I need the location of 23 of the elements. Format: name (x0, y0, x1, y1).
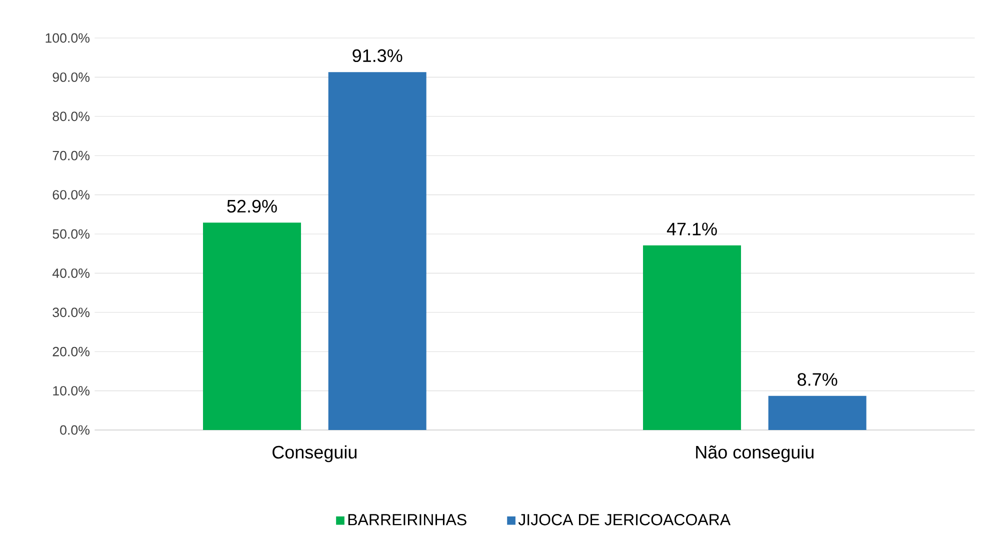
y-tick-label: 0.0% (60, 425, 90, 435)
y-tick-label: 30.0% (52, 308, 90, 318)
y-tick-label: 10.0% (53, 386, 90, 396)
bar (768, 396, 866, 430)
y-tick-label: 40.0% (52, 268, 90, 278)
bar (203, 222, 302, 430)
x-tick-label: Conseguiu (272, 445, 356, 462)
y-tick-label: 50.0% (52, 229, 90, 239)
data-label: 52.9% (227, 200, 277, 213)
y-tick-label: 80.0% (52, 112, 90, 122)
x-tick-label: Não conseguiu (696, 445, 814, 462)
data-label: 47.1% (666, 222, 717, 236)
bar (643, 245, 742, 430)
y-tick-label: 20.0% (52, 346, 90, 356)
y-tick-label: 100.0% (46, 33, 90, 43)
bar (328, 72, 426, 430)
legend-label: JIJOCA DE JERICOACOARA (518, 514, 731, 526)
y-tick-label: 90.0% (52, 72, 90, 82)
data-label: 91.3% (352, 49, 402, 62)
legend-label: BARREIRINHAS (348, 514, 466, 526)
data-label: 8.7% (798, 373, 838, 386)
y-tick-label: 60.0% (52, 190, 90, 200)
y-tick-label: 70.0% (52, 150, 90, 160)
